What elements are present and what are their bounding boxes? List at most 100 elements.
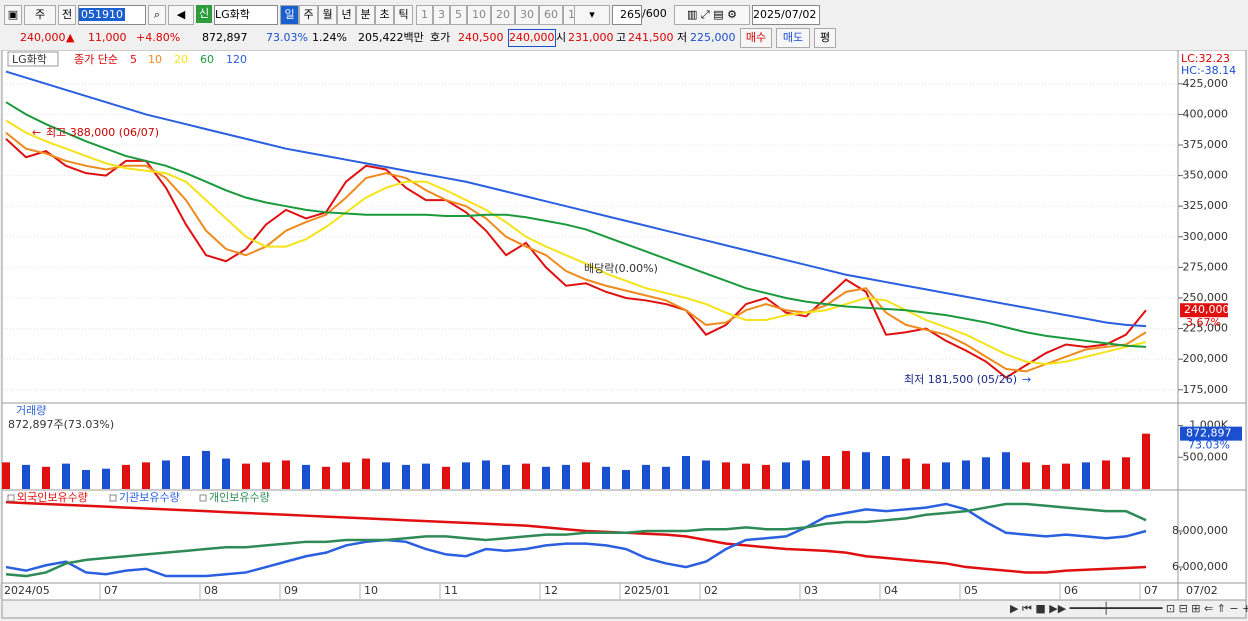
- interval-button[interactable]: 5: [450, 5, 467, 25]
- bid: 240,000: [508, 29, 556, 47]
- sound-button[interactable]: ◀: [168, 5, 194, 25]
- volume-bar: [82, 469, 90, 489]
- date-input[interactable]: 2025/07/02: [752, 5, 820, 25]
- y-tick-label: 350,000: [1183, 169, 1229, 182]
- prev-button[interactable]: 전: [58, 5, 76, 25]
- count-max: /600: [642, 7, 667, 20]
- volume-tag: [1180, 426, 1242, 441]
- legend-swatch: [7, 494, 15, 502]
- volume-bar: [942, 462, 950, 489]
- volume-bar: [582, 462, 590, 489]
- annotation-arrow: ←: [32, 126, 41, 139]
- interval-button[interactable]: 3: [433, 5, 450, 25]
- x-tick-label: 11: [444, 584, 458, 597]
- x-tick-label: 10: [364, 584, 378, 597]
- title-box: [7, 51, 59, 67]
- buy-button[interactable]: 매수: [740, 28, 772, 48]
- volume-bar: [142, 462, 150, 489]
- y-tick-label: 225,000: [1183, 322, 1229, 335]
- lc-label: LC:32.23: [1181, 52, 1230, 65]
- interval-button[interactable]: 60: [539, 5, 563, 25]
- period-button[interactable]: 주: [299, 5, 318, 25]
- panel-title: 거래량: [16, 404, 46, 417]
- volume-bar: [2, 462, 10, 489]
- scroll-controls[interactable]: ▶ ⏮ ■ ▶▶ ━━━━━┿━━━━━━━━ ⊡ ⊟ ⊞ ⇐ ⇑ − + A: [1010, 601, 1248, 615]
- x-tick-label: 08: [204, 584, 218, 597]
- period-button[interactable]: 초: [375, 5, 394, 25]
- interval-button[interactable]: 30: [515, 5, 539, 25]
- menu-icon[interactable]: ▣: [4, 5, 22, 25]
- sell-button[interactable]: 매도: [776, 28, 810, 48]
- stock-name: LG화학: [214, 5, 278, 25]
- code-text: 051910: [79, 8, 125, 21]
- change: 11,000: [88, 31, 127, 44]
- annotation-arrow: →: [1022, 373, 1031, 386]
- x-tick-label: 09: [284, 584, 298, 597]
- open-label: 시: [556, 31, 567, 44]
- y-tick-label: 8,000,000: [1172, 524, 1228, 537]
- avg-button[interactable]: 평: [814, 28, 836, 48]
- volume-bar: [242, 463, 250, 489]
- series-line: [5, 131, 1147, 373]
- volume-bar: [162, 460, 170, 489]
- price-tag: [1180, 303, 1228, 318]
- volume-bar: [462, 462, 470, 489]
- interval-button[interactable]: 1: [416, 5, 433, 25]
- code-input[interactable]: 051910: [78, 5, 146, 25]
- legend-entry: 5: [130, 53, 137, 66]
- volume-bar: [822, 456, 830, 489]
- chart: ▶ ⏮ ■ ▶▶ ━━━━━┿━━━━━━━━ ⊡ ⊟ ⊞ ⇐ ⇑ − + A …: [0, 50, 1248, 619]
- period-button[interactable]: 일: [280, 5, 299, 25]
- x-tick-label: 07: [1144, 584, 1158, 597]
- period-button[interactable]: 분: [356, 5, 375, 25]
- volume-bar: [1082, 462, 1090, 489]
- period-button[interactable]: 월: [318, 5, 337, 25]
- last-date: 07/02: [1186, 584, 1218, 597]
- volume-bar: [182, 456, 190, 489]
- volume: 872,897: [202, 31, 248, 44]
- interval-button[interactable]: 20: [491, 5, 515, 25]
- volume-bar: [302, 464, 310, 489]
- interval-select[interactable]: ▾: [574, 5, 610, 25]
- volume-bar: [1122, 457, 1130, 489]
- annotation: 최저 181,500 (05/26): [904, 373, 1017, 386]
- volume-bar: [602, 466, 610, 489]
- period-button[interactable]: 년: [337, 5, 356, 25]
- ask-label: 호가: [430, 31, 451, 44]
- legend-entry: 20: [174, 53, 188, 66]
- volume-rate-label: 73.03%: [1188, 439, 1230, 452]
- hc-label: HC:-38.14: [1181, 64, 1236, 77]
- volume-bar: [782, 462, 790, 489]
- legend-entry: 개인보유수량: [209, 491, 270, 504]
- tool-icons[interactable]: ▥ ⤢ ▤ ⚙: [674, 5, 750, 25]
- y-tick-label: 325,000: [1183, 199, 1229, 212]
- volume-bar: [322, 466, 330, 489]
- series-line: [5, 500, 1147, 574]
- x-tick-label: 2025/01: [624, 584, 670, 597]
- chart-title: LG화학: [12, 53, 47, 66]
- legend-swatch: [109, 494, 117, 502]
- y-tick-label: 250,000: [1183, 291, 1229, 304]
- scrollbar[interactable]: [1, 599, 1247, 619]
- series-line: [5, 101, 1147, 348]
- change-tag-label: 3.67%: [1186, 316, 1221, 329]
- count-input[interactable]: 265: [612, 5, 642, 25]
- volume-bar: [482, 460, 490, 489]
- series-line: [5, 119, 1147, 366]
- x-tick-label: 02: [704, 584, 718, 597]
- volume-bar: [202, 450, 210, 489]
- volume-bar: [762, 464, 770, 489]
- volume-bar: [722, 462, 730, 489]
- volume-bar: [222, 458, 230, 489]
- interval-button[interactable]: 10: [467, 5, 491, 25]
- volume-bar: [902, 458, 910, 489]
- volume-bar: [382, 462, 390, 489]
- period-button[interactable]: 틱: [394, 5, 413, 25]
- legend-entry: 120: [226, 53, 247, 66]
- search-button[interactable]: ⌕: [148, 5, 166, 25]
- volume-bar: [1022, 462, 1030, 489]
- period-select[interactable]: 주: [24, 5, 56, 25]
- volume-bar: [342, 462, 350, 489]
- legend-swatch: [199, 494, 207, 502]
